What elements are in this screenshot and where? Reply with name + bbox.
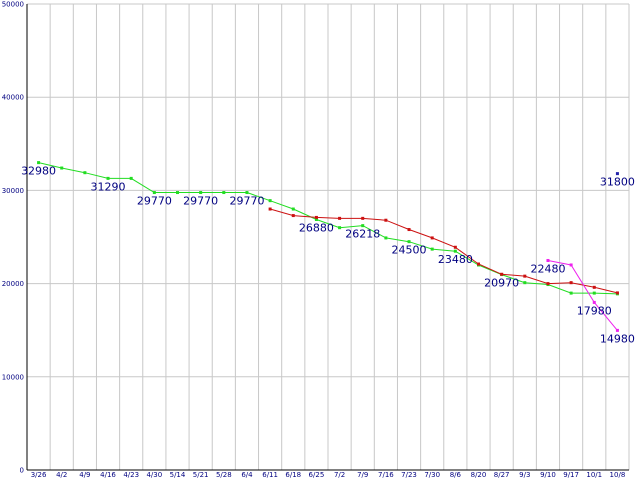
series-point-1 [361,224,365,228]
x-tick-label: 10/8 [610,471,626,479]
y-tick-label: 20000 [2,280,24,288]
x-tick-label: 4/16 [100,471,116,479]
x-tick-label: 10/1 [586,471,602,479]
series-point-2 [338,216,342,220]
x-tick-label: 7/23 [401,471,417,479]
data-label: 20970 [484,277,519,290]
x-tick-label: 9/10 [540,471,556,479]
series-point-1 [222,191,226,195]
series-point-4 [615,172,619,176]
x-tick-label: 7/2 [334,471,345,479]
series-point-2 [500,272,504,276]
series-point-2 [268,207,272,211]
series-point-2 [384,218,388,222]
data-label: 29770 [137,195,172,208]
y-axis-ticks: 0 10000 20000 30000 40000 50000 [2,1,24,475]
x-axis-ticks: 3/26 4/2 4/9 4/16 4/23 4/30 5/14 5/21 5/28 6/4 6/1… [31,471,626,479]
series-point-2 [615,291,619,295]
data-label: 32980 [21,165,56,178]
series-point-2 [314,215,318,219]
x-tick-label: 4/30 [146,471,162,479]
series-point-1 [268,199,272,203]
data-label: 17980 [577,304,612,317]
x-tick-label: 7/30 [424,471,440,479]
x-tick-label: 3/26 [31,471,47,479]
series-point-2 [592,285,596,289]
x-tick-label: 7/16 [378,471,394,479]
series-point-1 [592,291,596,295]
series-line-3 [547,260,618,331]
data-label: 31800 [600,176,635,189]
data-label: 24500 [392,244,427,257]
x-tick-label: 5/21 [193,471,209,479]
y-tick-label: 40000 [2,94,24,102]
series-point-1 [83,171,87,175]
series-point-1 [106,176,110,180]
x-tick-label: 4/2 [56,471,67,479]
x-tick-label: 6/11 [262,471,278,479]
series-point-1 [291,207,295,211]
x-tick-label: 4/9 [79,471,90,479]
series-point-1 [430,247,434,251]
series-point-3 [592,300,596,304]
series-point-2 [546,282,550,286]
data-label: 26218 [345,228,380,241]
series-point-1 [129,176,133,180]
series-point-1 [453,249,457,253]
series-point-3 [546,258,550,262]
x-tick-label: 5/14 [170,471,186,479]
series-point-1 [569,291,573,295]
y-tick-label: 50000 [2,1,24,9]
y-tick-label: 30000 [2,187,24,195]
axes [26,4,629,471]
data-label: 23480 [438,253,473,266]
data-label: 14980 [600,332,635,345]
data-labels: 32980 31290 29770 29770 29770 26880 26218 24500… [21,165,635,346]
series-point-2 [453,245,457,249]
y-tick-label: 10000 [2,373,24,381]
data-label: 31290 [91,180,126,193]
series-point-1 [245,191,249,195]
series-line-1 [38,162,618,295]
series-point-2 [569,281,573,285]
series-point-1 [176,191,179,195]
x-tick-label: 8/6 [450,471,462,479]
x-tick-label: 9/17 [563,471,579,479]
x-tick-label: 6/4 [241,471,253,479]
series-point-1 [199,191,203,195]
series-point-1 [338,226,342,230]
series-point-2 [407,228,411,232]
series-point-1 [152,191,156,195]
series-point-1 [37,161,41,165]
x-tick-label: 6/25 [309,471,325,479]
series-point-1 [384,236,388,240]
series-point-1 [60,166,64,170]
data-label: 26880 [299,221,334,234]
series-point-1 [407,240,411,244]
x-tick-label: 7/9 [357,471,368,479]
x-tick-label: 9/3 [519,471,530,479]
x-tick-label: 4/23 [123,471,139,479]
series-point-2 [291,214,295,218]
data-label: 29770 [183,195,218,208]
series-point-1 [314,217,318,221]
grid-lines [27,3,630,470]
series-point-2 [430,236,434,240]
x-tick-label: 5/28 [216,471,232,479]
x-tick-label: 8/27 [494,471,510,479]
series-point-3 [615,328,619,332]
series-point-2 [361,216,365,220]
series-point-1 [523,281,527,285]
data-label: 29770 [229,195,264,208]
series-line-2 [269,208,618,294]
series-point-2 [523,274,527,278]
data-label: 22480 [530,262,565,275]
series-point-2 [477,262,480,266]
series-point-3 [569,263,573,267]
series-lines [37,161,619,332]
y-tick-label: 0 [20,467,24,475]
x-tick-label: 8/20 [471,471,487,479]
x-tick-label: 6/18 [285,471,301,479]
